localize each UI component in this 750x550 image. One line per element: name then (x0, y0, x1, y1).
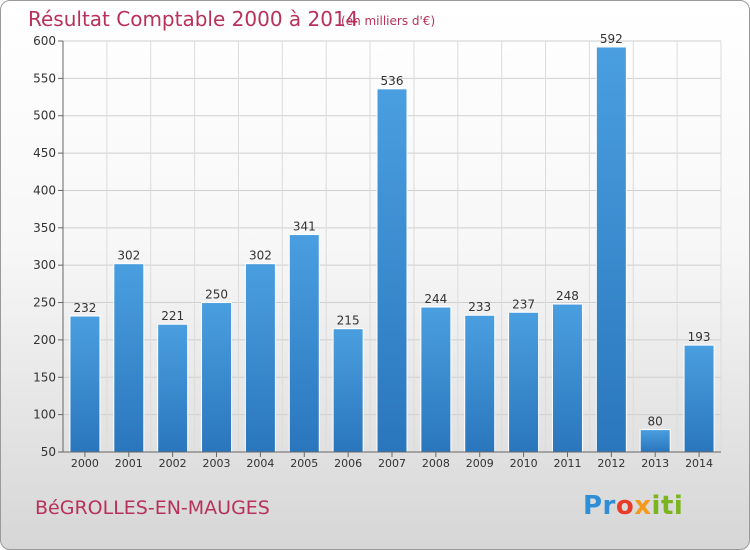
value-label-2007: 536 (381, 74, 404, 88)
y-tick-label-100: 100 (33, 408, 56, 422)
value-label-2013: 80 (648, 415, 663, 429)
x-tick-label-2012: 2012 (597, 457, 625, 470)
y-tick-label-550: 550 (33, 71, 56, 85)
x-tick-label-2001: 2001 (115, 457, 143, 470)
value-label-2004: 302 (249, 249, 272, 263)
logo-part-1: Pr (583, 491, 616, 521)
bar-2012 (595, 46, 627, 453)
x-tick-label-2014: 2014 (685, 457, 713, 470)
y-tick-label-150: 150 (33, 370, 56, 384)
value-label-2009: 233 (468, 300, 491, 314)
bar-2014 (683, 344, 715, 453)
proxiti-logo[interactable]: Proxiti (583, 491, 683, 521)
logo-part-3: x (634, 491, 652, 521)
bar-2000 (69, 315, 101, 453)
value-label-2001: 302 (117, 249, 140, 263)
bar-2013 (639, 429, 671, 453)
y-tick-label-350: 350 (33, 221, 56, 235)
logo-part-2: o (615, 491, 635, 521)
y-tick-label-300: 300 (33, 258, 56, 272)
bar-2003 (201, 302, 233, 453)
bar-2004 (244, 263, 276, 453)
y-tick-label-250: 250 (33, 296, 56, 310)
y-tick-label-500: 500 (33, 109, 56, 123)
value-label-2002: 221 (161, 309, 184, 323)
chart-subtitle: (en milliers d'€) (341, 14, 436, 28)
value-label-2006: 215 (337, 314, 360, 328)
value-label-2008: 244 (424, 292, 447, 306)
bar-2011 (551, 303, 583, 453)
x-tick-label-2006: 2006 (334, 457, 362, 470)
x-tick-label-2009: 2009 (466, 457, 494, 470)
commune-name: BéGROLLES-EN-MAUGES (35, 497, 270, 519)
y-tick-label-50: 50 (41, 445, 56, 459)
y-tick-label-450: 450 (33, 146, 56, 160)
bar-2006 (332, 328, 364, 453)
bar-2001 (113, 263, 145, 453)
value-label-2010: 237 (512, 297, 535, 311)
value-label-2011: 248 (556, 289, 579, 303)
x-tick-label-2002: 2002 (159, 457, 187, 470)
x-tick-label-2008: 2008 (422, 457, 450, 470)
x-tick-label-2013: 2013 (641, 457, 669, 470)
x-tick-label-2010: 2010 (510, 457, 538, 470)
x-tick-label-2004: 2004 (246, 457, 274, 470)
bar-2009 (464, 314, 496, 453)
x-tick-label-2005: 2005 (290, 457, 318, 470)
bar-2002 (157, 323, 189, 453)
value-label-2000: 232 (73, 301, 96, 315)
bar-2008 (420, 306, 452, 453)
bar-2010 (508, 311, 540, 453)
value-label-2012: 592 (600, 32, 623, 46)
x-tick-label-2003: 2003 (203, 457, 231, 470)
bar-2005 (288, 234, 320, 453)
chart-title: Résultat Comptable 2000 à 2014 (28, 7, 359, 31)
x-tick-label-2011: 2011 (553, 457, 581, 470)
x-tick-label-2007: 2007 (378, 457, 406, 470)
y-tick-label-200: 200 (33, 333, 56, 347)
value-label-2005: 341 (293, 220, 316, 234)
value-label-2003: 250 (205, 288, 228, 302)
bar-2007 (376, 88, 408, 453)
y-tick-label-400: 400 (33, 183, 56, 197)
logo-part-4: iti (651, 491, 684, 521)
x-tick-label-2000: 2000 (71, 457, 99, 470)
y-tick-label-600: 600 (33, 34, 56, 48)
value-label-2014: 193 (688, 330, 711, 344)
